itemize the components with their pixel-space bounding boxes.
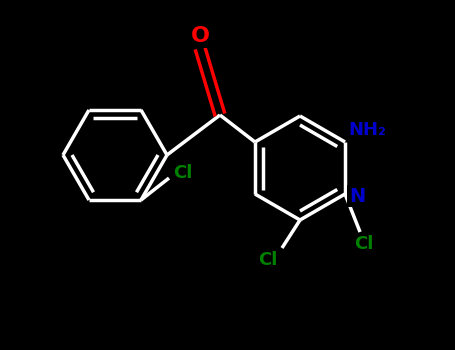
Text: N: N — [349, 187, 365, 205]
Text: NH₂: NH₂ — [348, 121, 386, 139]
Text: Cl: Cl — [354, 235, 374, 253]
Text: Cl: Cl — [173, 164, 192, 182]
Text: Cl: Cl — [258, 251, 278, 269]
Text: O: O — [191, 26, 209, 46]
